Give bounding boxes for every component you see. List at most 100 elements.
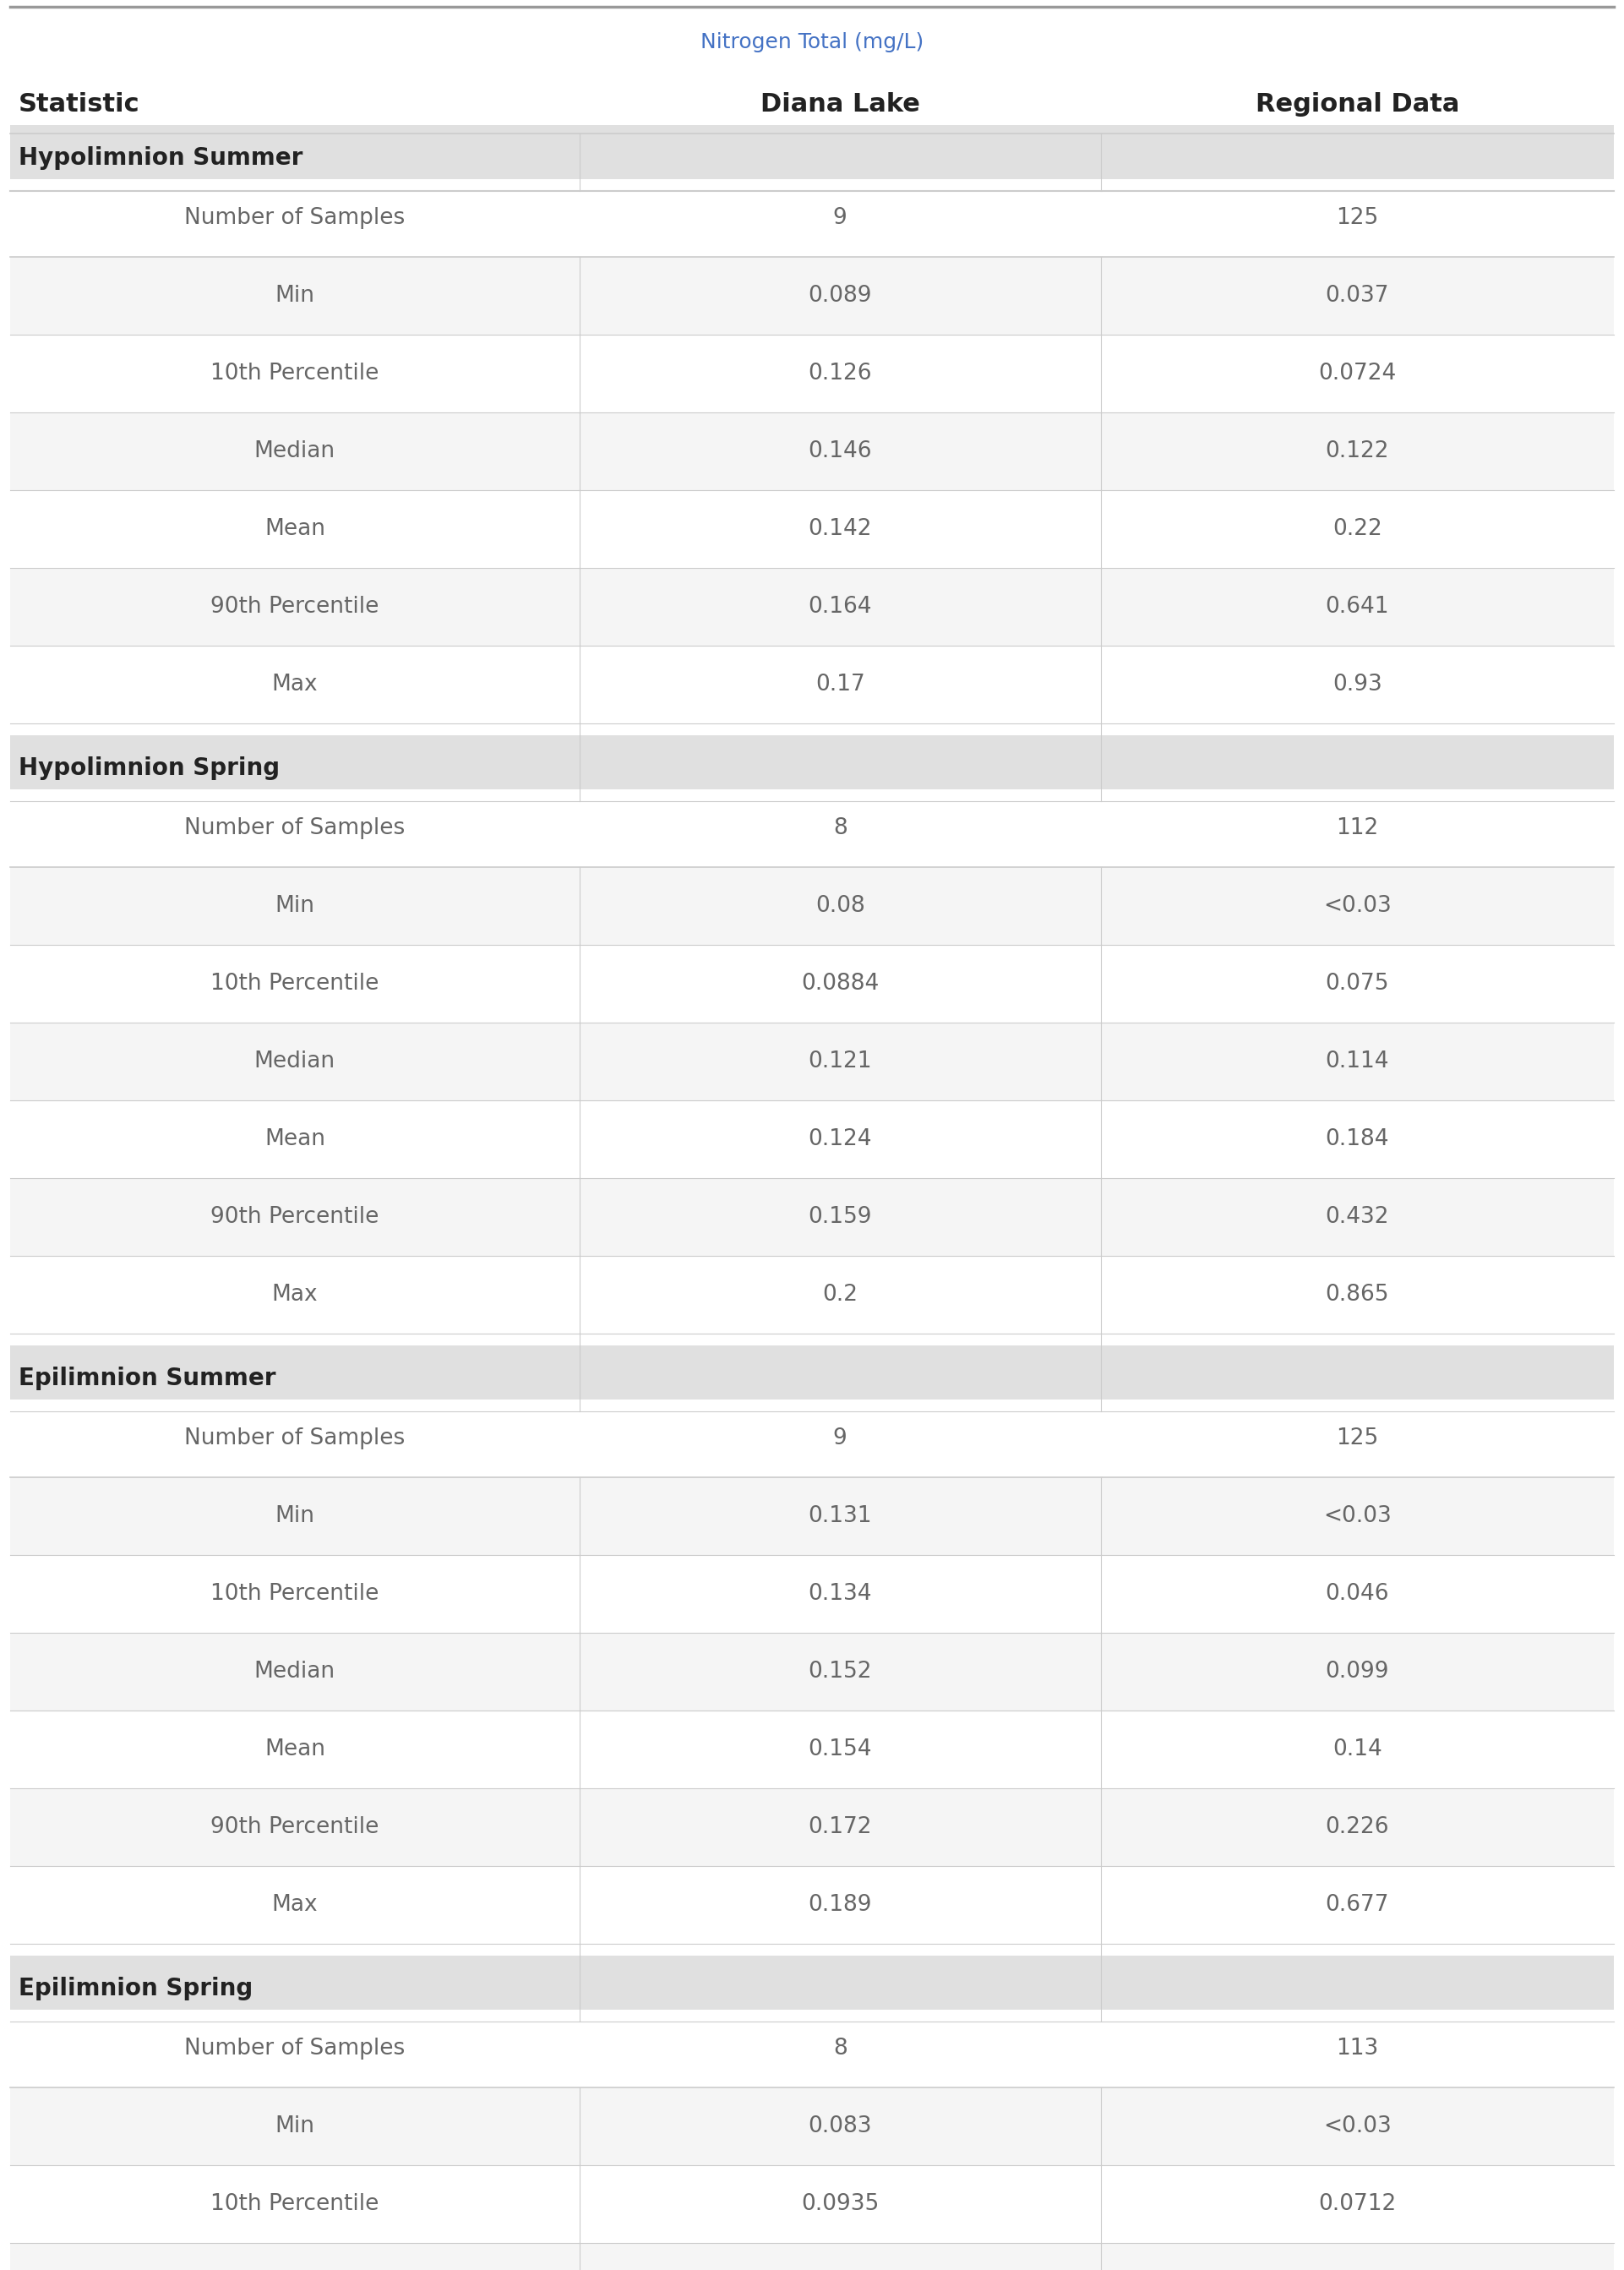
Text: 10th Percentile: 10th Percentile (211, 1582, 378, 1605)
Bar (10, 867, 1614, 944)
Bar (10, 1712, 1614, 1789)
Text: 0.046: 0.046 (1325, 1582, 1389, 1605)
Text: Mean: Mean (265, 1739, 325, 1762)
Text: 0.142: 0.142 (809, 518, 872, 540)
Text: Nitrogen Total (mg/L): Nitrogen Total (mg/L) (700, 32, 924, 52)
Text: Median: Median (255, 440, 336, 463)
Text: Median: Median (255, 1662, 336, 1682)
Bar (10, 490, 1614, 568)
Bar (10, 179, 1614, 257)
Text: 0.08: 0.08 (815, 894, 866, 917)
Bar (10, 125, 1614, 191)
Bar (10, 0, 1614, 7)
Bar (10, 1101, 1614, 1178)
Text: 0.099: 0.099 (1325, 1662, 1389, 1682)
Bar (10, 2088, 1614, 2166)
Text: 0.184: 0.184 (1325, 1128, 1389, 1151)
Text: 0.037: 0.037 (1325, 284, 1389, 306)
Text: 0.226: 0.226 (1325, 1816, 1389, 1839)
Text: Min: Min (274, 284, 315, 306)
Text: 10th Percentile: 10th Percentile (211, 974, 378, 994)
Text: Diana Lake: Diana Lake (760, 93, 919, 118)
Bar (10, 1866, 1614, 1943)
Text: 0.114: 0.114 (1325, 1051, 1389, 1071)
Text: 9: 9 (833, 1428, 848, 1448)
Text: 0.0884: 0.0884 (801, 974, 879, 994)
Text: 8: 8 (833, 2038, 848, 2059)
Text: Min: Min (274, 1505, 315, 1528)
Text: Number of Samples: Number of Samples (185, 207, 404, 229)
Text: Max: Max (271, 1285, 318, 1305)
Text: 0.121: 0.121 (809, 1051, 872, 1071)
Text: 9: 9 (833, 207, 848, 229)
Bar (10, 1957, 1614, 2023)
Text: Epilimnion Spring: Epilimnion Spring (18, 1977, 253, 2000)
Text: Max: Max (271, 1893, 318, 1916)
Text: 0.0935: 0.0935 (801, 2193, 879, 2216)
Text: 0.152: 0.152 (809, 1662, 872, 1682)
Bar (10, 1178, 1614, 1255)
Text: Mean: Mean (265, 1128, 325, 1151)
Text: 0.677: 0.677 (1325, 1893, 1389, 1916)
Text: 112: 112 (1337, 817, 1379, 840)
Text: 90th Percentile: 90th Percentile (211, 1816, 378, 1839)
Text: Epilimnion Summer: Epilimnion Summer (18, 1367, 276, 1389)
Bar (10, 2009, 1614, 2088)
Text: 90th Percentile: 90th Percentile (211, 1205, 378, 1228)
Bar (10, 645, 1614, 724)
Text: 0.2: 0.2 (822, 1285, 857, 1305)
Text: <0.03: <0.03 (1324, 2116, 1392, 2138)
Text: 0.134: 0.134 (809, 1582, 872, 1605)
Text: 113: 113 (1337, 2038, 1379, 2059)
Text: 0.146: 0.146 (809, 440, 872, 463)
Bar (10, 790, 1614, 867)
Text: 0.17: 0.17 (815, 674, 866, 695)
Text: 0.0724: 0.0724 (1319, 363, 1397, 384)
Bar (10, 944, 1614, 1022)
Text: 10th Percentile: 10th Percentile (211, 2193, 378, 2216)
Text: 0.189: 0.189 (809, 1893, 872, 1916)
Text: 0.0712: 0.0712 (1319, 2193, 1397, 2216)
Text: 0.865: 0.865 (1325, 1285, 1389, 1305)
Text: <0.03: <0.03 (1324, 894, 1392, 917)
Text: 0.126: 0.126 (809, 363, 872, 384)
Text: Min: Min (274, 894, 315, 917)
Text: Hypolimnion Spring: Hypolimnion Spring (18, 756, 279, 781)
Text: <0.03: <0.03 (1324, 1505, 1392, 1528)
Text: 0.641: 0.641 (1325, 595, 1389, 617)
Text: 125: 125 (1337, 1428, 1379, 1448)
Text: Mean: Mean (265, 518, 325, 540)
Bar (10, 334, 1614, 413)
Bar (10, 2243, 1614, 2270)
Bar (10, 1022, 1614, 1101)
Bar (10, 2166, 1614, 2243)
Text: Number of Samples: Number of Samples (185, 1428, 404, 1448)
Text: 125: 125 (1337, 207, 1379, 229)
Text: 0.172: 0.172 (809, 1816, 872, 1839)
Text: 10th Percentile: 10th Percentile (211, 363, 378, 384)
Text: 0.122: 0.122 (1325, 440, 1389, 463)
Text: Regional Data: Regional Data (1255, 93, 1460, 118)
Text: 0.083: 0.083 (809, 2116, 872, 2138)
Text: 0.432: 0.432 (1325, 1205, 1389, 1228)
Bar (10, 1555, 1614, 1632)
Text: 0.22: 0.22 (1332, 518, 1382, 540)
Text: 0.14: 0.14 (1332, 1739, 1382, 1762)
Bar (10, 1478, 1614, 1555)
Text: Max: Max (271, 674, 318, 695)
Bar (10, 413, 1614, 490)
Text: 0.159: 0.159 (809, 1205, 872, 1228)
Text: Hypolimnion Summer: Hypolimnion Summer (18, 145, 302, 170)
Text: Min: Min (274, 2116, 315, 2138)
Text: Number of Samples: Number of Samples (185, 2038, 404, 2059)
Text: 8: 8 (833, 817, 848, 840)
Text: 0.93: 0.93 (1332, 674, 1382, 695)
Text: Statistic: Statistic (18, 93, 140, 118)
Bar (10, 568, 1614, 645)
Text: 0.131: 0.131 (809, 1505, 872, 1528)
Bar (10, 1346, 1614, 1412)
Text: Number of Samples: Number of Samples (185, 817, 404, 840)
Text: 0.154: 0.154 (809, 1739, 872, 1762)
Bar (10, 1632, 1614, 1712)
Bar (10, 1401, 1614, 1478)
